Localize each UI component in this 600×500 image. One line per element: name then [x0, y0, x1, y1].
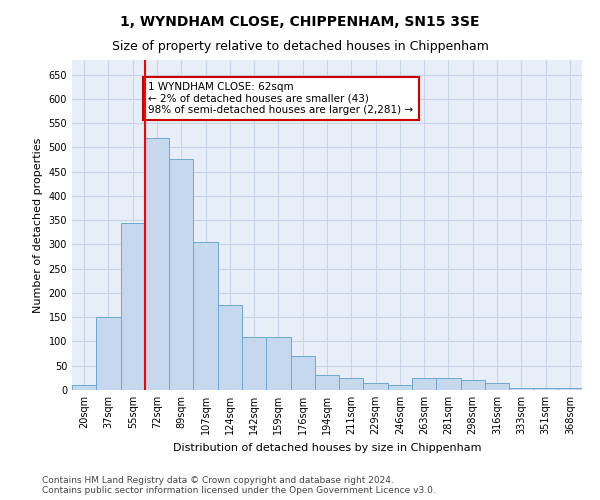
- Bar: [339, 378, 364, 390]
- Bar: [485, 382, 509, 390]
- Bar: [121, 222, 145, 390]
- Bar: [145, 138, 169, 390]
- Bar: [218, 305, 242, 390]
- Bar: [266, 336, 290, 390]
- Bar: [72, 385, 96, 390]
- Text: 1, WYNDHAM CLOSE, CHIPPENHAM, SN15 3SE: 1, WYNDHAM CLOSE, CHIPPENHAM, SN15 3SE: [120, 15, 480, 29]
- Bar: [242, 336, 266, 390]
- Bar: [558, 388, 582, 390]
- Bar: [169, 160, 193, 390]
- Bar: [315, 376, 339, 390]
- Bar: [509, 388, 533, 390]
- Bar: [290, 356, 315, 390]
- Bar: [193, 242, 218, 390]
- Bar: [436, 378, 461, 390]
- Bar: [461, 380, 485, 390]
- Bar: [533, 388, 558, 390]
- Bar: [388, 385, 412, 390]
- Text: Size of property relative to detached houses in Chippenham: Size of property relative to detached ho…: [112, 40, 488, 53]
- Text: 1 WYNDHAM CLOSE: 62sqm
← 2% of detached houses are smaller (43)
98% of semi-deta: 1 WYNDHAM CLOSE: 62sqm ← 2% of detached …: [149, 82, 413, 115]
- Bar: [364, 382, 388, 390]
- Y-axis label: Number of detached properties: Number of detached properties: [33, 138, 43, 312]
- X-axis label: Distribution of detached houses by size in Chippenham: Distribution of detached houses by size …: [173, 442, 481, 452]
- Text: Contains HM Land Registry data © Crown copyright and database right 2024.
Contai: Contains HM Land Registry data © Crown c…: [42, 476, 436, 495]
- Bar: [412, 378, 436, 390]
- Bar: [96, 317, 121, 390]
